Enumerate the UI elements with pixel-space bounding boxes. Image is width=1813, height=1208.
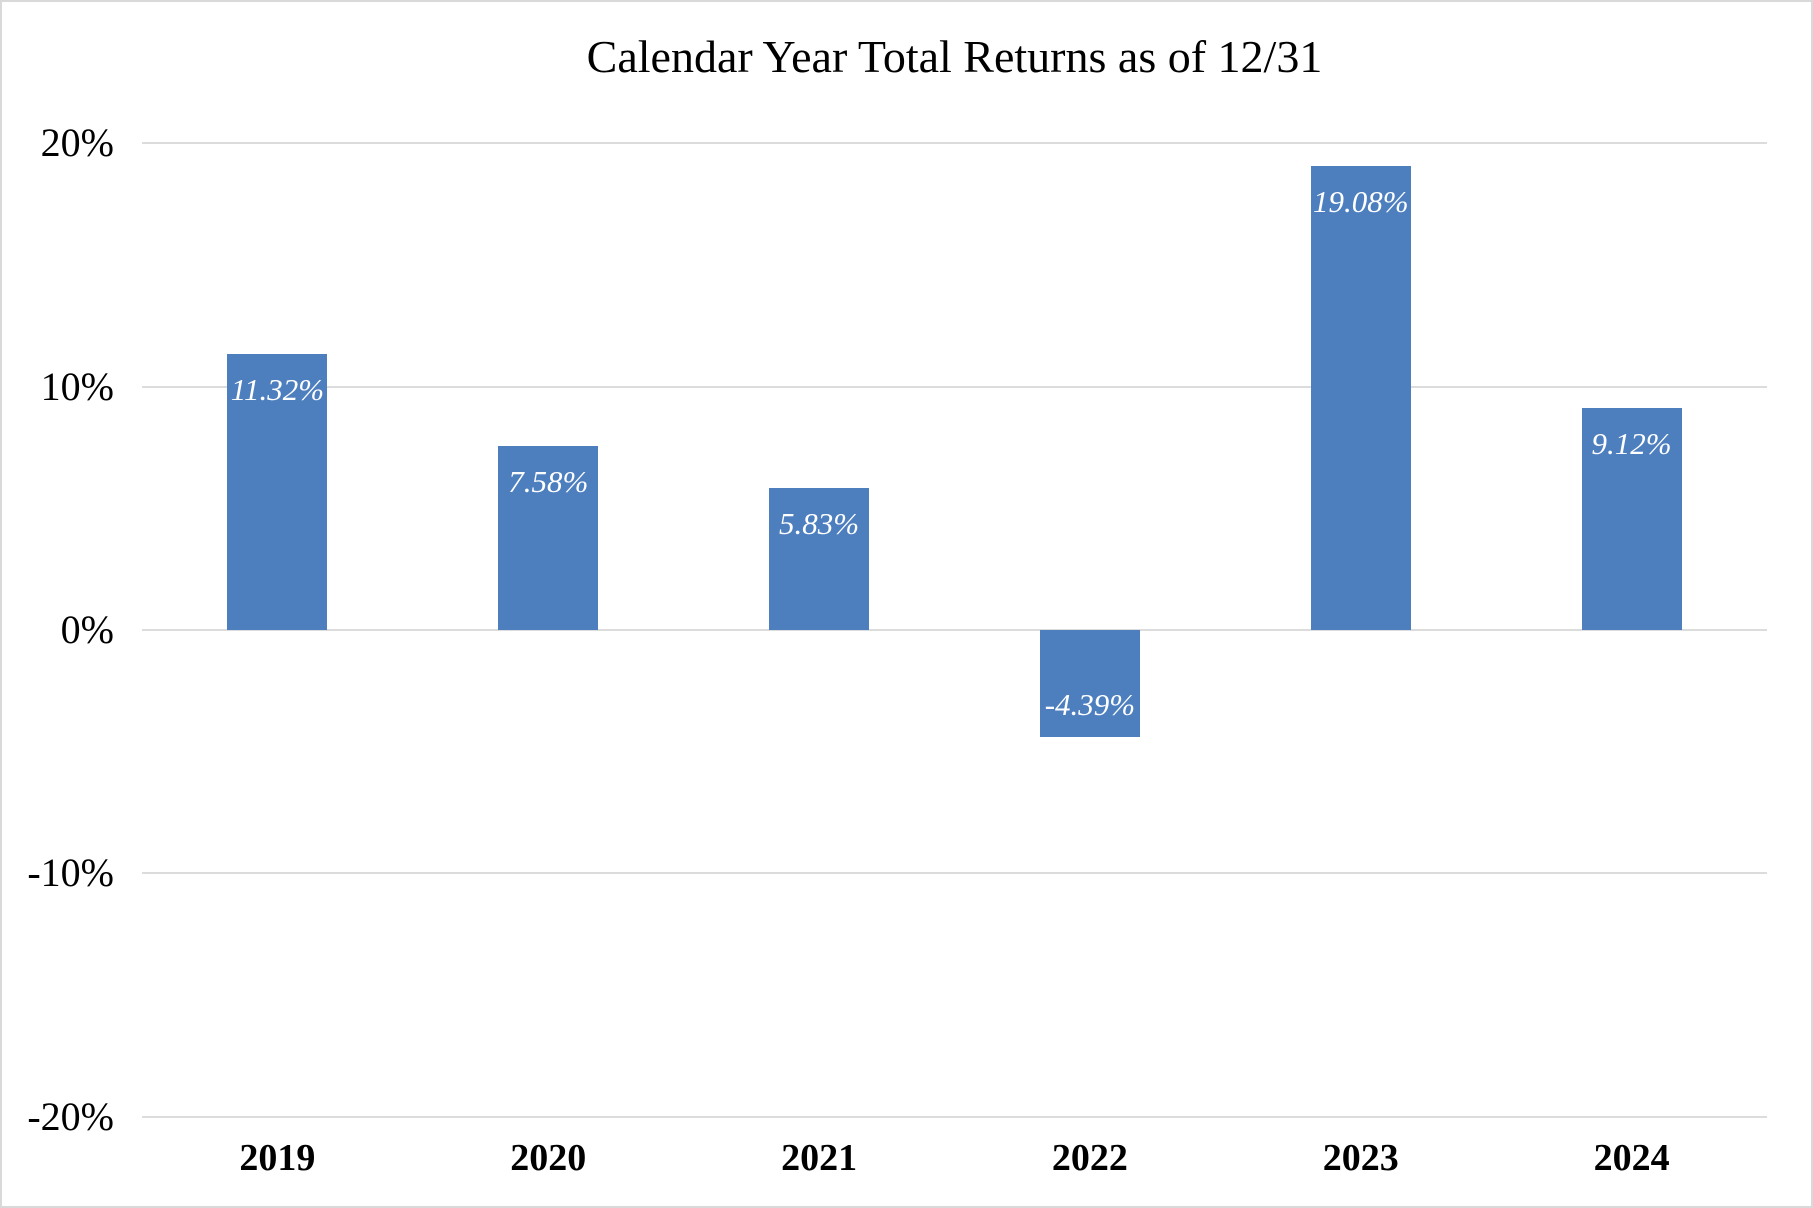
x-axis-category-label-2020: 2020 bbox=[510, 1137, 587, 1179]
bar-2021 bbox=[769, 488, 870, 630]
bar-value-label-2024: 9.12% bbox=[1591, 426, 1672, 462]
bar-2024 bbox=[1581, 408, 1682, 630]
bar-2020 bbox=[498, 445, 599, 630]
x-axis-category-label-2023: 2023 bbox=[1322, 1137, 1399, 1179]
gridline-0% bbox=[142, 629, 1767, 631]
gridline--10% bbox=[142, 872, 1767, 875]
x-axis-category-label-2021: 2021 bbox=[781, 1137, 858, 1179]
y-axis-tick-label: -10% bbox=[27, 850, 114, 896]
bar-value-label-2019: 11.32% bbox=[230, 372, 325, 408]
gridline--20% bbox=[142, 1115, 1767, 1118]
bar-2019 bbox=[227, 354, 328, 630]
x-axis-category-label-2019: 2019 bbox=[239, 1137, 316, 1179]
bar-value-label-2023: 19.08% bbox=[1312, 183, 1409, 219]
bar-value-label-2020: 7.58% bbox=[508, 463, 589, 499]
bar-value-label-2022: -4.39% bbox=[1044, 686, 1136, 722]
y-axis-tick-label: -20% bbox=[27, 1093, 114, 1139]
x-axis-category-label-2022: 2022 bbox=[1051, 1137, 1128, 1179]
bar-value-label-2021: 5.83% bbox=[779, 506, 860, 542]
chart-title: Calendar Year Total Returns as of 12/31 bbox=[586, 31, 1323, 82]
x-axis-category-label-2024: 2024 bbox=[1593, 1137, 1670, 1179]
y-axis-tick-label: 10% bbox=[40, 363, 114, 409]
gridline-10% bbox=[142, 385, 1767, 388]
bar-2023 bbox=[1310, 165, 1411, 630]
gridline-20% bbox=[142, 142, 1767, 145]
y-axis-tick-label: 0% bbox=[60, 607, 114, 652]
y-axis-tick-label: 20% bbox=[40, 120, 114, 166]
bar-2022 bbox=[1039, 630, 1140, 737]
